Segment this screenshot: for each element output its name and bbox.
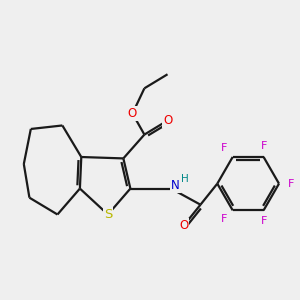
Text: F: F bbox=[288, 179, 294, 189]
Text: O: O bbox=[128, 107, 137, 120]
Text: F: F bbox=[221, 214, 227, 224]
Text: O: O bbox=[163, 114, 172, 127]
Text: O: O bbox=[179, 219, 188, 232]
Text: F: F bbox=[221, 143, 227, 153]
Text: H: H bbox=[181, 174, 189, 184]
Text: N: N bbox=[171, 179, 180, 192]
Text: F: F bbox=[260, 141, 267, 152]
Text: F: F bbox=[260, 216, 267, 226]
Text: S: S bbox=[104, 208, 112, 221]
